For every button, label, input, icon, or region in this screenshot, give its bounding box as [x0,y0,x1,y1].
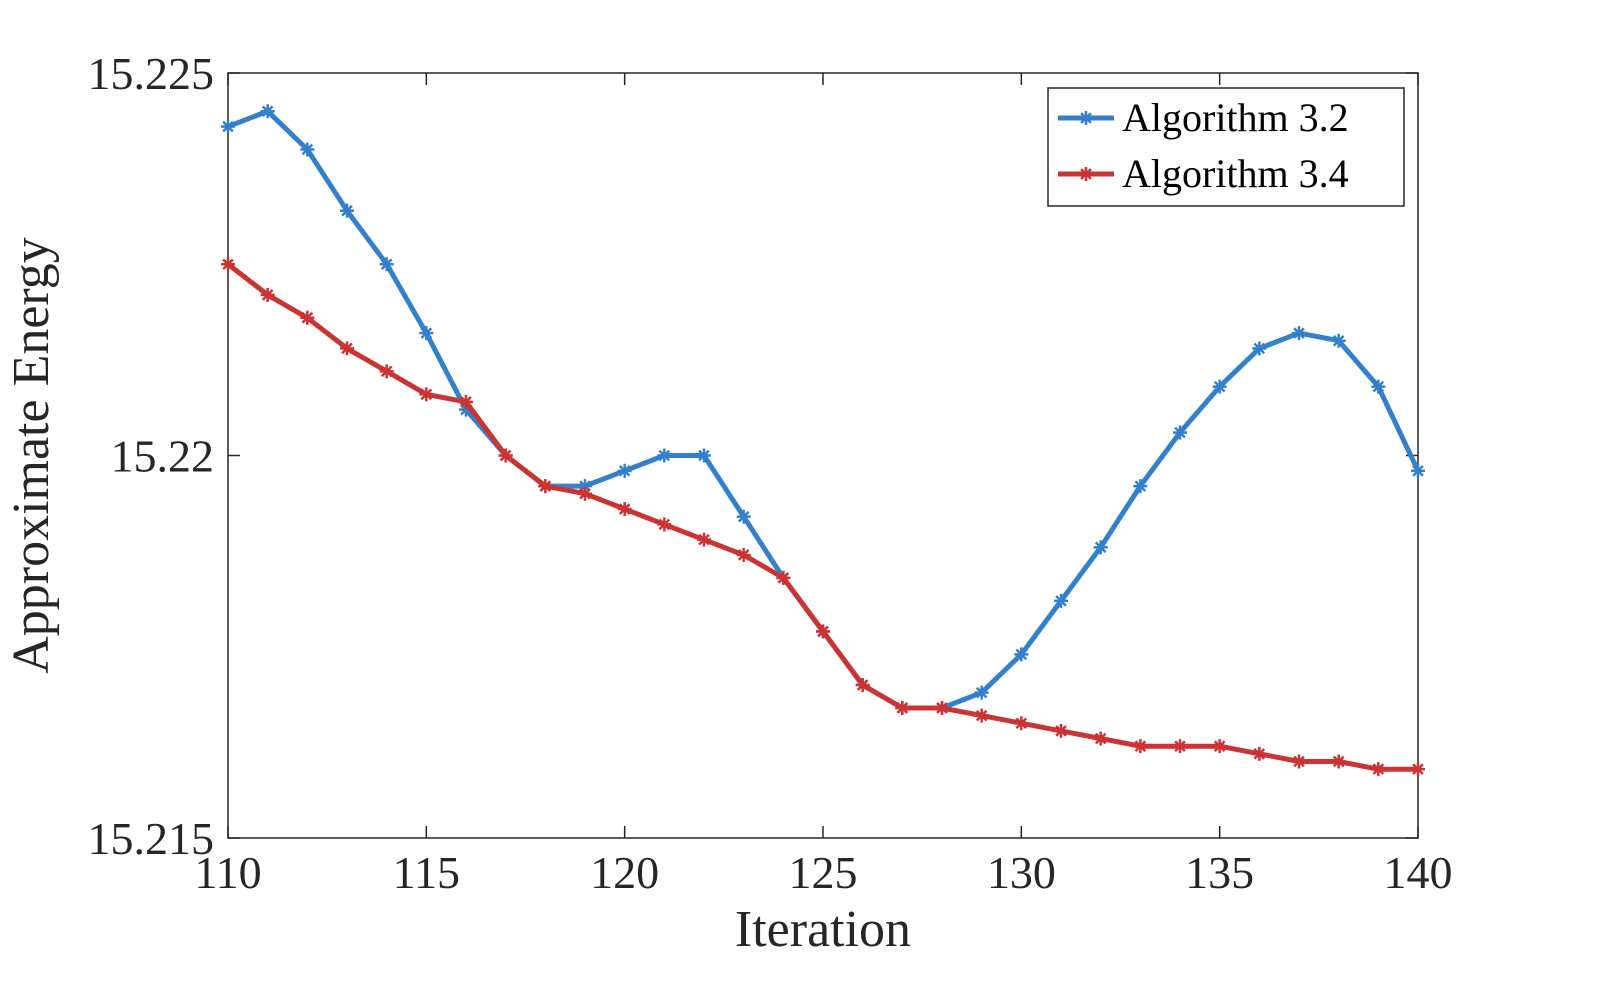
x-tick-label: 135 [1185,847,1254,898]
series-2 [221,257,1425,777]
legend-label-2: Algorithm 3.4 [1122,151,1349,196]
data-point [1252,341,1267,356]
data-point [538,479,553,494]
data-point [855,678,870,692]
series-layer [221,104,1425,777]
legend: Algorithm 3.2 Algorithm 3.4 [1047,87,1405,207]
data-point [657,517,672,532]
x-tick-label: 140 [1384,847,1453,898]
y-tick-label: 15.215 [88,813,215,864]
x-tick-label: 115 [393,847,460,898]
data-point [1212,739,1227,754]
data-point [1093,731,1108,746]
data-point [974,685,989,700]
data-point [300,310,315,325]
x-tick-label: 110 [194,847,261,898]
data-point [1173,425,1187,440]
y-tick-label: 15.22 [111,431,215,482]
y-axis-label: Approximate Energy [3,237,60,674]
data-point [617,502,632,517]
legend-box [1047,87,1405,207]
x-tick-label: 120 [590,847,659,898]
data-point [1292,754,1306,769]
data-point [1054,723,1068,738]
data-point [419,387,434,402]
data-point [1292,326,1306,341]
data-point [300,142,315,157]
data-point [340,203,354,218]
data-point [1014,647,1029,662]
data-point [340,341,354,356]
data-point [657,448,672,463]
data-point [1054,593,1068,608]
data-point [1371,379,1386,394]
data-point [1411,463,1425,478]
data-point [1252,746,1267,761]
data-point [697,448,711,463]
data-point [816,624,830,639]
data-point [578,486,592,501]
data-point [1212,379,1227,394]
data-point [736,547,751,562]
data-point [459,394,473,409]
data-point [221,257,235,272]
data-point [697,532,711,547]
data-point [974,708,989,723]
data-point [1371,762,1386,777]
data-point [895,700,910,715]
data-point [1093,540,1108,555]
legend-marker-1 [1079,111,1093,125]
data-point [260,104,275,119]
data-point [221,119,235,134]
data-point [736,509,751,524]
data-point [379,257,394,272]
y-axis-ticks: 15.215 15.22 15.225 [88,48,1418,864]
legend-label-1: Algorithm 3.2 [1122,95,1349,140]
data-point [1411,762,1425,777]
legend-marker-2 [1079,167,1093,181]
data-point [419,326,434,341]
x-tick-label: 130 [987,847,1056,898]
data-point [260,287,275,302]
data-point [1133,739,1148,754]
data-point [1331,333,1346,348]
data-point [379,364,394,379]
data-point [1331,754,1346,769]
data-point [498,448,513,463]
y-tick-label: 15.225 [88,48,215,99]
data-point [617,463,632,478]
data-point [1173,739,1187,754]
x-axis-ticks: 110 115 120 125 130 135 140 [194,73,1453,898]
x-axis-label: Iteration [735,901,911,958]
data-point [1014,716,1029,731]
data-point [935,700,949,715]
data-point [776,570,791,585]
x-tick-label: 125 [789,847,858,898]
data-point [1133,479,1148,494]
